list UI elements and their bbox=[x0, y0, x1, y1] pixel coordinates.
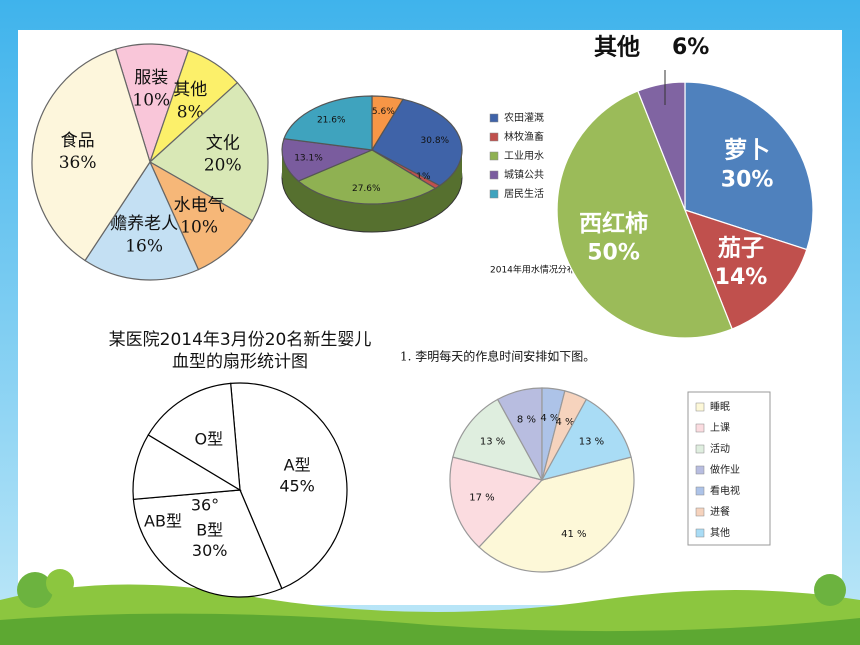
legend-label: 工业用水 bbox=[504, 150, 544, 162]
pie-slice bbox=[148, 160, 254, 271]
charts: 服装10%其他8%文化20%水电气10%赡养老人16%食品36%5.6%30.8… bbox=[31, 35, 814, 598]
slice-label: B型 bbox=[196, 520, 223, 539]
value-label: 8 % bbox=[517, 414, 536, 425]
value-label: 21.6% bbox=[317, 115, 346, 125]
pie-slice bbox=[684, 81, 814, 251]
value-label: 13.1% bbox=[294, 153, 323, 163]
legend-swatch bbox=[489, 113, 499, 123]
legend-swatch bbox=[489, 170, 499, 180]
slice-label: 其他 bbox=[594, 35, 640, 61]
slice-label: 食品 bbox=[61, 131, 95, 151]
pie-slice bbox=[371, 98, 463, 187]
pie-slice bbox=[452, 398, 544, 481]
pie-slice bbox=[132, 489, 283, 598]
legend-label: 其他 bbox=[710, 526, 730, 539]
pie-slice bbox=[148, 81, 269, 222]
value-label: 45% bbox=[279, 476, 315, 495]
slice-label: 文化 bbox=[206, 133, 240, 153]
pie-slice bbox=[449, 456, 544, 548]
value-label: 4 % bbox=[540, 413, 559, 424]
legend-swatch bbox=[695, 423, 705, 433]
chart-title: 某医院2014年3月份20名新生婴儿 bbox=[109, 330, 372, 350]
legend-swatch bbox=[695, 507, 705, 517]
pie-slice bbox=[230, 382, 348, 590]
value-label: 16% bbox=[125, 236, 163, 256]
slice-label: 茄子 bbox=[718, 234, 764, 261]
value-label: 6% bbox=[672, 35, 709, 60]
legend-label: 城镇公共 bbox=[504, 168, 544, 181]
slice-label: 其他 bbox=[173, 80, 207, 100]
legend-swatch bbox=[695, 444, 705, 454]
slice-label: A型 bbox=[284, 456, 311, 475]
legend-swatch bbox=[695, 402, 705, 412]
value-label: 5.6% bbox=[372, 107, 395, 117]
slice-label: 萝卜 bbox=[724, 138, 770, 164]
value-label: 41 % bbox=[561, 529, 586, 540]
slice-label: 水电气 bbox=[174, 195, 225, 215]
tree bbox=[46, 569, 74, 597]
legend-label: 进餐 bbox=[710, 505, 730, 518]
value-label: 30% bbox=[721, 167, 774, 192]
slice-label: AB型 bbox=[144, 512, 182, 531]
chart-title: 1. 李明每天的作息时间安排如下图。 bbox=[400, 349, 595, 364]
value-label: 8% bbox=[177, 102, 204, 122]
value-label: 13 % bbox=[579, 437, 604, 448]
pie-slice bbox=[683, 209, 808, 330]
value-label: 10% bbox=[132, 90, 170, 110]
value-label: 30.8% bbox=[421, 136, 450, 146]
slice-label: 西红柿 bbox=[579, 210, 648, 237]
grass-front bbox=[0, 613, 860, 645]
pie-slice bbox=[31, 48, 151, 262]
chart-title: 2014年用水情况分布图 bbox=[490, 264, 585, 276]
legend-label: 上课 bbox=[710, 422, 730, 434]
legend-label: 做作业 bbox=[710, 463, 740, 476]
tree bbox=[17, 572, 53, 608]
legend-label: 农田灌溉 bbox=[504, 111, 544, 124]
slice-label: 服装 bbox=[134, 68, 168, 88]
value-label: 14% bbox=[715, 265, 768, 290]
legend-label: 活动 bbox=[710, 443, 730, 455]
legend-swatch bbox=[695, 465, 705, 475]
pie-slice bbox=[297, 149, 437, 205]
value-label: 50% bbox=[587, 241, 640, 266]
value-label: 36% bbox=[59, 153, 97, 173]
value-label: 13 % bbox=[480, 437, 505, 448]
legend-swatch bbox=[489, 151, 499, 161]
pie-slice bbox=[84, 160, 200, 281]
pie-slice bbox=[556, 90, 733, 339]
legend-swatch bbox=[489, 189, 499, 199]
slice-label: O型 bbox=[195, 430, 224, 449]
value-label: 10% bbox=[180, 218, 218, 238]
legend-swatch bbox=[489, 132, 499, 142]
value-label: 17 % bbox=[469, 492, 494, 503]
legend-swatch bbox=[695, 528, 705, 538]
chart-subtitle: 血型的扇形统计图 bbox=[172, 352, 308, 372]
legend-label: 林牧渔畜 bbox=[504, 130, 544, 143]
value-label: 4 % bbox=[556, 417, 575, 428]
legend-label: 看电视 bbox=[710, 484, 740, 497]
legend-label: 居民生活 bbox=[504, 187, 544, 200]
legend-swatch bbox=[695, 486, 705, 496]
value-label: 36° bbox=[191, 496, 219, 515]
legend-label: 睡眠 bbox=[710, 400, 730, 413]
pie-slice bbox=[281, 138, 375, 182]
pie-slice bbox=[114, 43, 190, 164]
tree bbox=[814, 574, 846, 606]
pie-slice bbox=[637, 81, 686, 211]
value-label: 30% bbox=[192, 541, 228, 560]
pie-slice bbox=[147, 382, 241, 492]
value-label: 27.6% bbox=[352, 184, 381, 194]
pie-slice bbox=[283, 95, 373, 151]
slice-label: 赡养老人 bbox=[110, 214, 178, 234]
value-label: 1.1% bbox=[408, 172, 431, 182]
pie-slice bbox=[540, 398, 632, 481]
value-label: 20% bbox=[204, 155, 242, 175]
pie-slice bbox=[478, 456, 635, 573]
